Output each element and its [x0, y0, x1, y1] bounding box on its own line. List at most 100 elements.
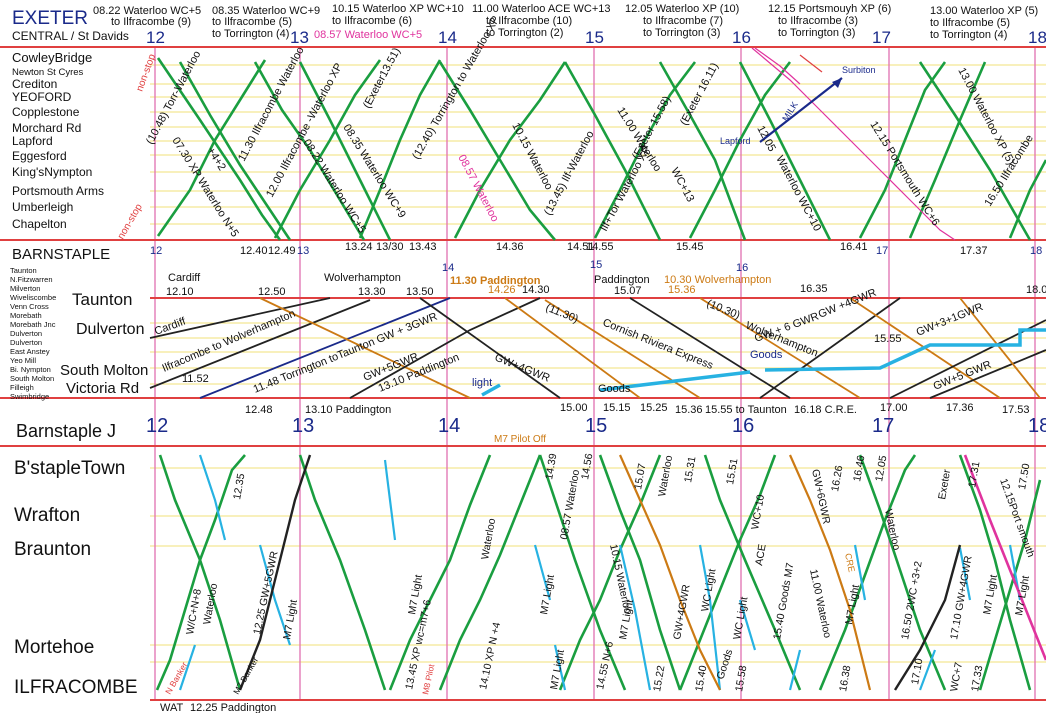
light-engine-path [481, 383, 501, 397]
hour-label: 16 [736, 262, 748, 274]
time-label: 17.36 [946, 402, 974, 414]
milk-train-path [751, 47, 956, 241]
time-label: 13.10 Paddington [305, 404, 391, 416]
path-label: MILK [780, 100, 800, 123]
path-label: 12.15 Portsmouth WC+6 [867, 119, 941, 228]
ilfracombe-light-paths [178, 454, 1022, 691]
ilfracombe-station-names: B'stapleTown Wrafton Braunton Mortehoe I… [14, 458, 138, 698]
path-label: Goods [750, 349, 783, 361]
origin-sub: CENTRAL / St Davids [12, 29, 129, 43]
path-label: M7 Light [281, 599, 300, 641]
station-name: Lapford [12, 134, 53, 148]
path-label: (10.30) [705, 298, 742, 322]
path-label: 15.22 [651, 664, 667, 692]
station-name: Braunton [14, 539, 91, 560]
station-name: King'sNympton [12, 165, 92, 179]
station-name: Copplestone [12, 105, 80, 119]
time-label: 12.48 [245, 404, 273, 416]
station-name: Wrafton [14, 505, 80, 526]
header-note: to Torrington (3) [643, 27, 720, 39]
header-note: 10.15 Waterloo XP WC+10 [332, 3, 464, 15]
western-path-goods [618, 454, 721, 691]
path-label: 15.58 [733, 664, 749, 692]
station-name: B'stapleTown [14, 458, 125, 479]
exeter-station-names: CowleyBridge Newton St Cyres Crediton YE… [12, 50, 104, 231]
hour-label: 15 [585, 28, 604, 47]
hour-label: 12 [146, 28, 165, 47]
station-name: YEOFORD [12, 90, 72, 104]
time-label: 12.40 [240, 245, 268, 257]
taunton-mid-labels: Cardiff Ilfracombe to Wolverhampton 11.5… [153, 287, 993, 396]
time-label: 15.15 [603, 402, 631, 414]
path-label: 12.25 GW+5GWR [251, 550, 280, 636]
taunton-line-stations-large: Taunton Dulverton South Molton Victoria … [60, 290, 148, 397]
path-label: 15.55 [874, 333, 902, 345]
time-label: 15.25 [640, 402, 668, 414]
header-note: to Ilfracombe (6) [332, 15, 412, 27]
time-label: 13.24 [345, 241, 373, 253]
path-label: Goods [714, 648, 735, 681]
taunton-train-paths [149, 297, 1046, 399]
station-name: Umberleigh [12, 200, 73, 214]
hour-label: 13 [297, 245, 309, 257]
path-label: 12.05 [873, 454, 889, 482]
path-label: +4+2 [204, 145, 227, 173]
path-label: 14.30 [522, 284, 550, 296]
path-label: 14.56 [579, 452, 595, 480]
path-label: Cornish Riviera Express [601, 317, 715, 373]
hour-label: 18 [1028, 28, 1046, 47]
station-name: Dulverton [10, 338, 42, 347]
station-name: Eggesford [12, 149, 67, 163]
surbiton-arrow [759, 77, 843, 143]
path-label: 15.40 Goods M7 [771, 562, 796, 641]
station-name: Yeo Mill [10, 356, 36, 365]
origin-station: EXETER [12, 8, 88, 29]
goods-path [599, 328, 1046, 392]
header-note: to Ilfracombe (7) [643, 15, 723, 27]
time-label: 14.55 [586, 241, 614, 253]
header-note: to Ilfracombe (5) [212, 16, 292, 28]
station-name: Dulverton [10, 329, 42, 338]
hour-label: 13 [290, 28, 309, 47]
path-label: GW+6GWR [809, 468, 832, 525]
path-label: Waterloo WC+10 [773, 154, 823, 233]
path-label: Exeter [936, 468, 953, 500]
path-label: W/C+N+8 [184, 588, 204, 636]
time-label: 15.00 [560, 402, 588, 414]
path-label: 17.33 [969, 664, 985, 692]
station-name: Dulverton [76, 321, 144, 338]
time-label: 14.36 [496, 241, 524, 253]
time-label: 13/30 [376, 241, 404, 253]
path-label: CRE [843, 552, 857, 573]
time-label: 14.51 [567, 241, 595, 253]
barnstaple-junction-title: Barnstaple J [16, 421, 116, 441]
hour-label: 15 [590, 259, 602, 271]
hour-labels-mid: 14 15 16 17 18 [442, 245, 1042, 274]
path-label: GW+4GWR [671, 583, 693, 640]
ilfracombe-gwr-paths [238, 454, 962, 691]
barnstaple-title: BARNSTAPLE [12, 246, 110, 263]
exeter-train-paths [156, 57, 1046, 241]
station-name: Victoria Rd [66, 380, 139, 397]
station-name: CowleyBridge [12, 50, 92, 65]
path-label: Waterloo [882, 508, 902, 551]
time-label: 15.45 [676, 241, 704, 253]
station-name: Newton St Cyres [12, 67, 84, 78]
western-path-cre [788, 454, 872, 691]
path-label: Surbiton [842, 65, 876, 75]
path-label: 16.46 [851, 454, 867, 482]
path-label: 15.51 [724, 457, 740, 485]
path-label: Cardiff [153, 315, 188, 338]
header-note: to Torrington (3) [778, 27, 855, 39]
hour-label: 17 [872, 28, 891, 47]
station-name: Swimbridge [10, 392, 49, 401]
surbiton-arrow-head [832, 78, 842, 88]
hour-label: 17 [876, 245, 888, 257]
ilfracombe-green-paths [155, 454, 1042, 691]
path-label: M8 Pilot [420, 663, 436, 696]
path-label: 15.31 [682, 455, 698, 483]
taunton-bottom-labels: 12.48 13.10 Paddington 15.00 15.15 15.25… [245, 402, 1030, 416]
header-note: to Ilfracombe (9) [111, 16, 191, 28]
station-name: Milverton [10, 284, 40, 293]
